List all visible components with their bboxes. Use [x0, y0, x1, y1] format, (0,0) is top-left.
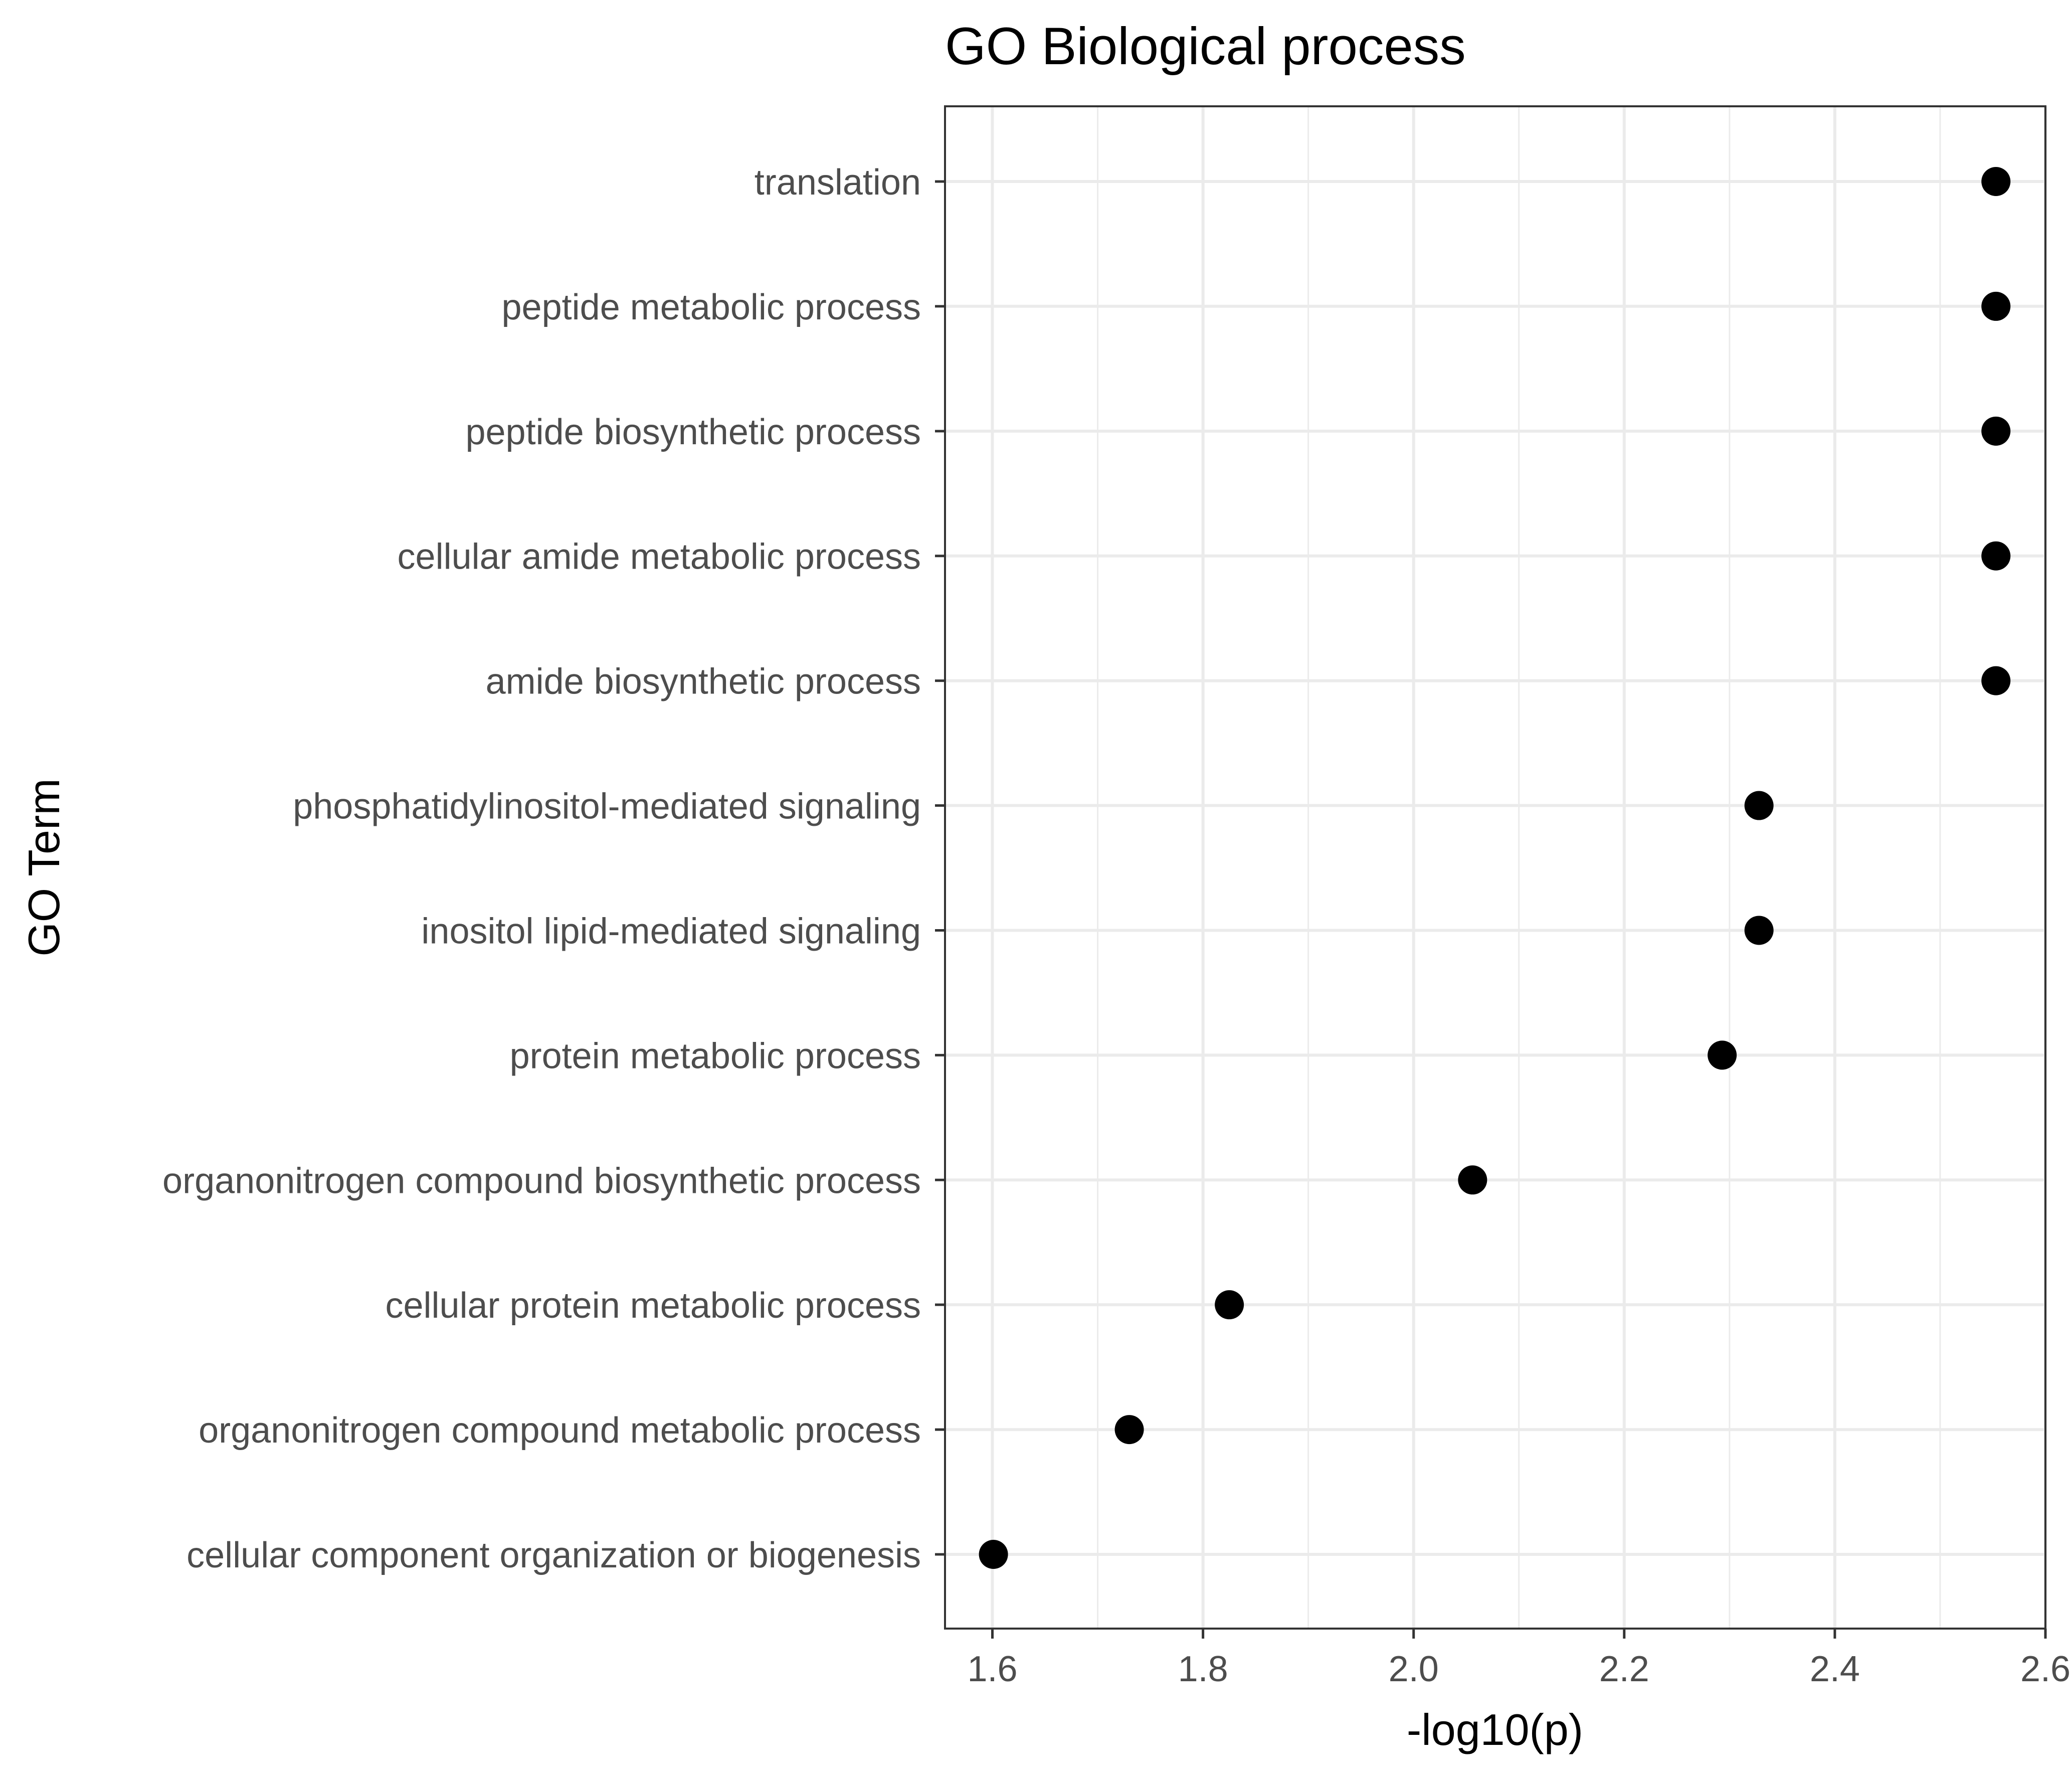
y-tick-label: protein metabolic process	[510, 1036, 921, 1076]
data-point	[1708, 1040, 1737, 1070]
data-point	[1981, 416, 2011, 446]
y-tick-label: cellular component organization or bioge…	[186, 1535, 921, 1575]
y-tick-label: cellular protein metabolic process	[385, 1286, 921, 1326]
plot-panel-border	[944, 105, 2046, 1630]
y-tick-label: peptide biosynthetic process	[465, 412, 921, 452]
data-point	[1744, 791, 1774, 820]
data-point	[1744, 916, 1774, 945]
y-axis-title: GO Term	[19, 778, 69, 956]
data-point	[1981, 291, 2011, 321]
data-point	[1458, 1165, 1487, 1195]
x-tick-label: 2.6	[2020, 1649, 2070, 1689]
data-point	[1215, 1290, 1244, 1320]
y-tick-label: peptide metabolic process	[502, 287, 921, 327]
data-point	[1981, 666, 2011, 695]
x-tick-label: 1.6	[967, 1649, 1017, 1689]
data-point	[979, 1540, 1008, 1569]
y-tick-label: organonitrogen compound metabolic proces…	[199, 1410, 921, 1451]
x-axis-tick-labels: 1.6 1.8 2.0 2.2 2.4 2.6	[967, 1649, 2070, 1689]
x-axis-title: -log10(p)	[1407, 1705, 1583, 1754]
y-tick-label: amide biosynthetic process	[486, 662, 921, 702]
data-points	[979, 167, 2011, 1569]
x-tick-label: 2.4	[1810, 1649, 1860, 1689]
x-tick-label: 2.0	[1389, 1649, 1439, 1689]
y-tick-label: cellular amide metabolic process	[398, 537, 921, 577]
y-tick-label: organonitrogen compound biosynthetic pro…	[162, 1161, 921, 1201]
y-tick-label: inositol lipid-mediated signaling	[421, 911, 921, 951]
y-axis-tick-labels: translation peptide metabolic process pept…	[162, 162, 921, 1575]
chart-title: GO Biological process	[945, 17, 1466, 76]
x-tick-label: 2.2	[1599, 1649, 1649, 1689]
x-tick-label: 1.8	[1178, 1649, 1228, 1689]
y-tick-label: phosphatidylinositol-mediated signaling	[293, 787, 921, 827]
data-point	[1981, 541, 2011, 571]
y-tick-label: translation	[755, 162, 921, 203]
plot-panel	[945, 106, 2045, 1629]
y-axis-ticks	[935, 180, 945, 1556]
data-point	[1981, 167, 2011, 196]
minor-gridlines	[1097, 106, 1941, 1629]
x-axis-ticks	[991, 1629, 2047, 1639]
data-point	[1114, 1415, 1144, 1445]
